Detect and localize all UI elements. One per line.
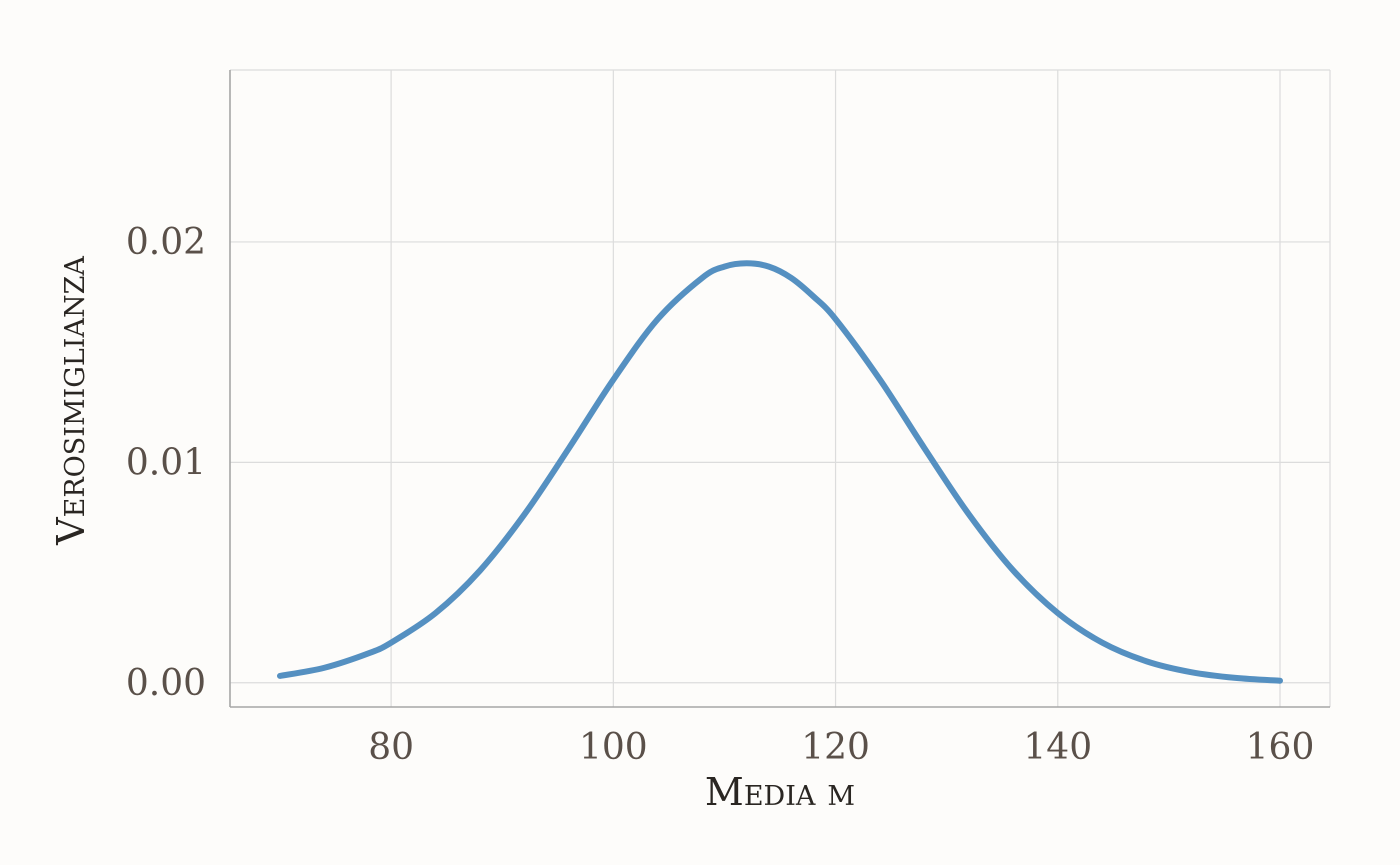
y-tick-label-0.02: 0.02 xyxy=(126,222,206,263)
y-tick-labels: 0.00 0.01 0.02 xyxy=(126,222,206,704)
x-tick-label-100: 100 xyxy=(579,727,648,768)
x-axis-title: Media μ xyxy=(705,770,855,814)
x-tick-labels: 80 100 120 140 160 xyxy=(368,727,1314,768)
x-tick-label-80: 80 xyxy=(368,727,414,768)
y-tick-label-0.01: 0.01 xyxy=(126,442,206,483)
y-tick-label-0.00: 0.00 xyxy=(126,663,206,704)
x-tick-label-140: 140 xyxy=(1023,727,1092,768)
series-layer xyxy=(277,260,1283,684)
x-tick-label-160: 160 xyxy=(1246,727,1315,768)
axes xyxy=(229,69,1331,708)
y-axis-title: Verosimiglianza xyxy=(49,256,93,546)
grid xyxy=(230,70,1330,707)
x-tick-label-120: 120 xyxy=(801,727,870,768)
likelihood-curve-0 xyxy=(277,260,1283,684)
